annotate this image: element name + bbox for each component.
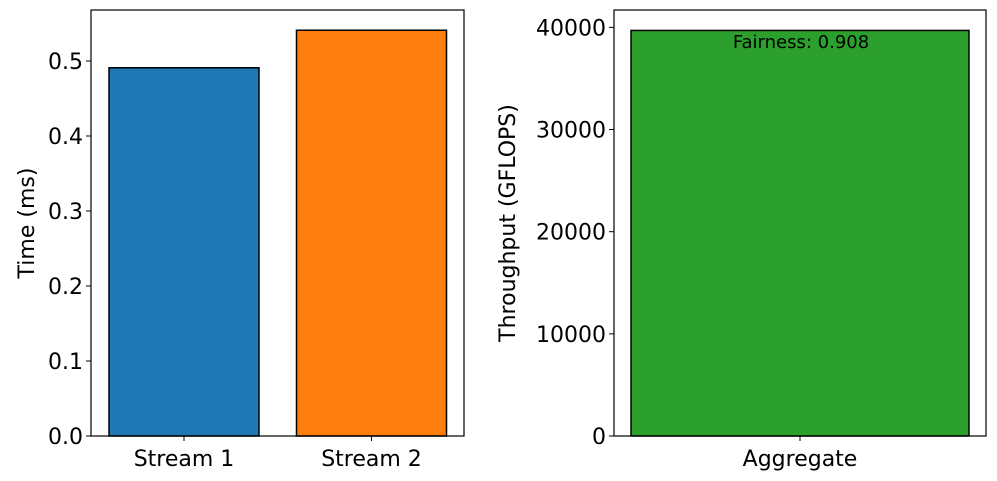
throughput-y-ticks: 0 10000 20000 30000 40000 (536, 16, 614, 450)
throughput-x-tick-label: Aggregate (743, 447, 858, 472)
time-x-tick-label: Stream 2 (321, 447, 422, 472)
time-chart-frame (90, 9, 465, 437)
time-y-ticks: 0.0 0.1 0.2 0.3 0.4 0.5 (48, 50, 91, 450)
time-bars (108, 29, 448, 437)
throughput-y-tick-label: 10000 (536, 323, 606, 348)
throughput-y-tick-label: 40000 (536, 16, 606, 41)
time-bar (108, 67, 260, 437)
time-y-tick-label: 0.2 (48, 275, 83, 300)
throughput-y-tick-label: 20000 (536, 221, 606, 246)
fairness-annotation: Fairness: 0.908 (733, 32, 869, 53)
time-y-axis-label: Time (ms) (15, 168, 40, 280)
time-y-tick-label: 0.5 (48, 50, 83, 75)
time-x-tick-label: Stream 1 (134, 447, 235, 472)
throughput-x-ticks: Aggregate (743, 436, 858, 472)
time-chart: 0.0 0.1 0.2 0.3 0.4 0.5 Stream 1 Stream 2 Time… (15, 9, 465, 472)
time-y-tick-label: 0.3 (48, 200, 83, 225)
throughput-bar (630, 29, 970, 437)
time-y-tick-label: 0.0 (48, 425, 83, 450)
throughput-y-tick-label: 30000 (536, 119, 606, 144)
time-y-tick-label: 0.1 (48, 350, 83, 375)
throughput-y-tick-label: 0 (592, 425, 606, 450)
time-y-tick-label: 0.4 (48, 125, 83, 150)
time-x-ticks: Stream 1 Stream 2 (134, 436, 422, 472)
throughput-bars (630, 29, 970, 437)
time-bar (295, 29, 448, 437)
throughput-chart: 0 10000 20000 30000 40000 Aggregate Throughp… (496, 9, 987, 472)
throughput-y-axis-label: Throughput (GFLOPS) (496, 104, 521, 343)
